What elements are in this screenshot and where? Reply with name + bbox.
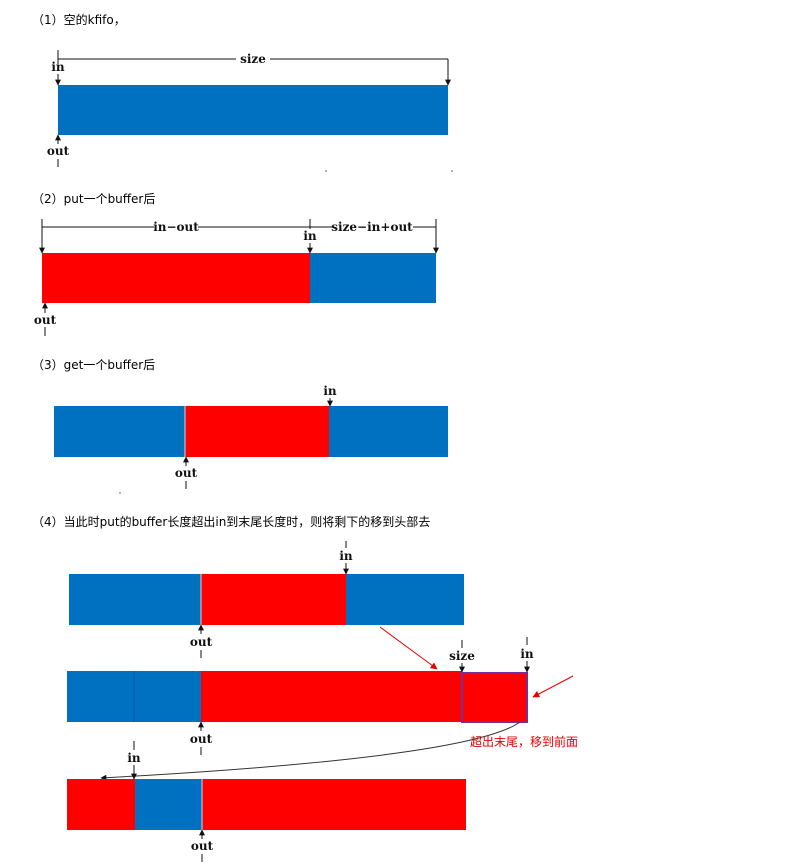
wrap-around-arrow xyxy=(100,721,521,781)
caption-wrap-around: （4）当此时put的buffer长度超出in到末尾长度时，则将剩下的移到头部去 xyxy=(32,515,431,529)
section-after-get: in out xyxy=(54,384,448,494)
in-label: in xyxy=(339,549,353,563)
used-region xyxy=(42,253,310,303)
used-region xyxy=(201,574,346,625)
size-in-out-label: size−in+out xyxy=(331,220,413,234)
overflow-region xyxy=(461,672,528,723)
overflow-note: 超出末尾，移到前面 xyxy=(470,734,578,749)
section-after-put: in−out size−in+out in out xyxy=(34,219,439,336)
in-label: in xyxy=(323,384,337,398)
out-label: out xyxy=(34,313,57,327)
in-label: in xyxy=(127,751,141,765)
in-label: in xyxy=(303,229,317,243)
caption-empty-kfifo: （1）空的kfifo， xyxy=(32,13,126,27)
free-region xyxy=(329,406,448,457)
wrapped-region xyxy=(67,779,135,830)
bar-after-wrap: in out xyxy=(67,741,466,862)
out-label: out xyxy=(190,732,213,746)
caption-after-get: （3）get一个buffer后 xyxy=(32,358,156,372)
size-label: size xyxy=(240,52,266,66)
buffer-free-region xyxy=(58,85,448,135)
caption-after-put: （2）put一个buffer后 xyxy=(32,192,156,206)
section-empty: size in out xyxy=(47,50,453,172)
section-wrap-around: in out size in out 超出末尾，移到前面 xyxy=(67,541,578,862)
consumed-region xyxy=(54,406,185,457)
in-label: in xyxy=(51,60,65,74)
free-region xyxy=(310,253,436,303)
overflow-pointer-arrow xyxy=(532,675,574,698)
used-region xyxy=(202,779,466,830)
used-region xyxy=(185,406,329,457)
out-label: out xyxy=(190,635,213,649)
free-region xyxy=(346,574,464,625)
out-label: out xyxy=(175,466,198,480)
bar-overflow: size in out xyxy=(67,637,534,755)
used-region xyxy=(201,671,462,722)
red-transition-arrow xyxy=(379,626,438,670)
consumed-region xyxy=(69,574,201,625)
free-region xyxy=(135,779,202,830)
bar-before-put: in out xyxy=(69,541,464,658)
in-label: in xyxy=(520,647,534,661)
size-label: size xyxy=(449,649,475,663)
in-out-label: in−out xyxy=(153,220,199,234)
out-label: out xyxy=(47,144,70,158)
out-label: out xyxy=(191,839,214,853)
